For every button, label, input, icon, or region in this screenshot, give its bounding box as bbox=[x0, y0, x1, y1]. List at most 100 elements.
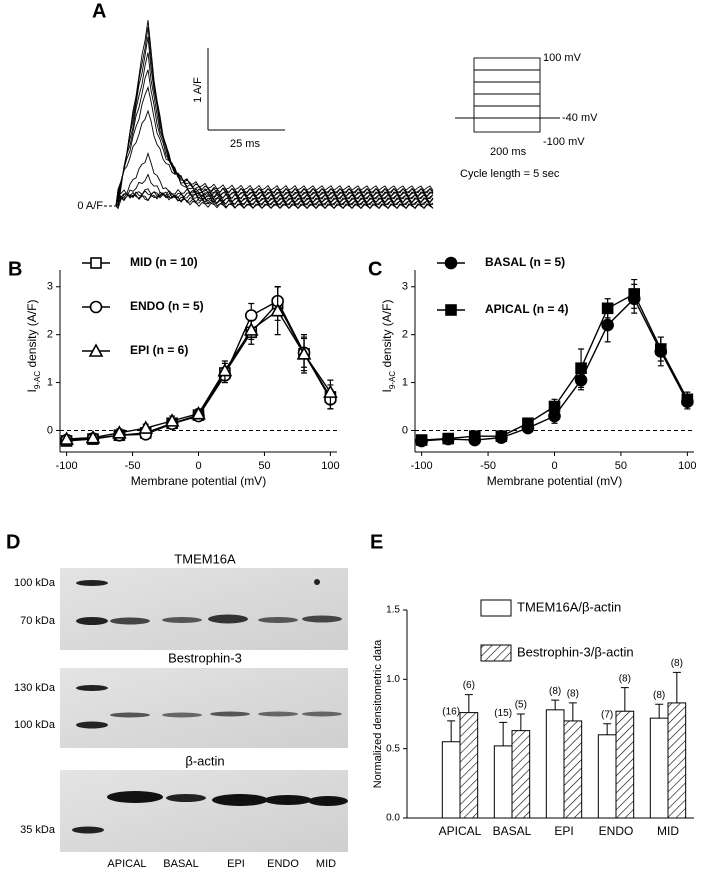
current-trace bbox=[115, 36, 434, 207]
x-tick-label: -100 bbox=[411, 460, 433, 472]
legend-swatch bbox=[480, 644, 512, 662]
n-label: (8) bbox=[549, 686, 561, 697]
lane-label: MID bbox=[316, 858, 336, 870]
y-tick-label: 3 bbox=[402, 281, 408, 293]
marker bbox=[217, 362, 233, 377]
y-axis-label: Normalized densitometric data bbox=[372, 639, 384, 788]
x-tick-label: EPI bbox=[554, 824, 573, 838]
y-axis-label-part: 9-AC bbox=[388, 371, 397, 389]
legend-label: Bestrophin-3/β-actin bbox=[517, 644, 634, 659]
current-trace bbox=[115, 152, 434, 210]
x-tick-label: -50 bbox=[125, 460, 141, 472]
error-bar bbox=[655, 703, 664, 719]
y-tick-label: 0.0 bbox=[386, 813, 400, 824]
current-traces bbox=[115, 20, 434, 210]
panel-label: E bbox=[370, 531, 383, 553]
y-tick-label: 0 bbox=[47, 424, 53, 436]
y-tick-label: 2 bbox=[47, 329, 53, 341]
x-tick-label: 0 bbox=[551, 460, 557, 472]
n-label: (8) bbox=[671, 658, 683, 669]
y-tick-label: 0.5 bbox=[386, 743, 400, 754]
legend-label: EPI (n = 6) bbox=[130, 343, 188, 357]
y-tick-label: 1.0 bbox=[386, 674, 400, 685]
error-bar bbox=[516, 713, 525, 731]
marker bbox=[601, 302, 614, 315]
marker bbox=[548, 400, 561, 413]
blot-title: Bestrophin-3 bbox=[168, 650, 242, 665]
bar bbox=[615, 710, 635, 819]
bar bbox=[511, 730, 531, 819]
x-tick-label: MID bbox=[657, 824, 679, 838]
y-axis-label-part: I bbox=[380, 389, 394, 392]
marker bbox=[445, 304, 457, 316]
y-axis-label-part: 9-AC bbox=[33, 371, 42, 389]
marker bbox=[654, 343, 667, 355]
marker bbox=[681, 393, 694, 406]
blot-title: TMEM16A bbox=[174, 551, 236, 566]
error-bar bbox=[499, 721, 508, 746]
marker bbox=[442, 432, 455, 445]
error-bar bbox=[672, 671, 681, 703]
legend-label: MID (n = 10) bbox=[130, 255, 198, 269]
n-label: (15) bbox=[494, 708, 512, 719]
y-axis-label-part: density (A/F) bbox=[380, 300, 394, 371]
y-tick-label: 1 bbox=[402, 376, 408, 388]
kda-label: 100 kDa bbox=[14, 577, 56, 589]
bar bbox=[459, 712, 479, 819]
legend-label: ENDO (n = 5) bbox=[130, 299, 204, 313]
kda-label: 70 kDa bbox=[20, 615, 56, 627]
voltage-protocol bbox=[455, 57, 560, 133]
marker bbox=[112, 425, 127, 439]
lane-label: APICAL bbox=[107, 858, 146, 870]
blot-title: β-actin bbox=[185, 753, 224, 768]
marker bbox=[323, 384, 338, 398]
marker bbox=[522, 417, 534, 430]
bar bbox=[649, 717, 669, 819]
scale-label: 25 ms bbox=[230, 138, 260, 150]
lane-label: BASAL bbox=[163, 858, 198, 870]
error-bar bbox=[551, 699, 560, 710]
marker bbox=[90, 257, 102, 269]
lane-label: ENDO bbox=[267, 858, 299, 870]
current-trace bbox=[115, 187, 434, 207]
protocol-label: Cycle length = 5 sec bbox=[460, 168, 560, 180]
y-axis-label-part: I bbox=[25, 389, 39, 392]
marker bbox=[575, 362, 587, 374]
n-label: (6) bbox=[463, 680, 475, 691]
current-trace bbox=[115, 85, 434, 207]
blot-bands bbox=[72, 579, 348, 834]
marker bbox=[59, 431, 74, 445]
panel-label: D bbox=[6, 531, 20, 553]
y-axis-label-part: density (A/F) bbox=[25, 300, 39, 371]
x-axis-label: Membrane potential (mV) bbox=[131, 474, 266, 488]
current-trace bbox=[115, 191, 434, 207]
current-trace bbox=[115, 188, 434, 207]
panel-label: B bbox=[8, 258, 22, 280]
blot-image bbox=[60, 568, 348, 650]
legend-label: BASAL (n = 5) bbox=[485, 255, 565, 269]
marker bbox=[89, 300, 103, 314]
marker bbox=[243, 322, 259, 336]
n-label: (16) bbox=[442, 707, 460, 718]
marker bbox=[164, 413, 180, 427]
marker bbox=[138, 420, 154, 434]
protocol-label: -100 mV bbox=[543, 136, 585, 148]
error-bar bbox=[464, 694, 473, 713]
marker bbox=[495, 430, 508, 442]
n-label: (5) bbox=[515, 700, 527, 711]
zero-label: 0 A/F bbox=[77, 200, 103, 212]
n-label: (7) bbox=[601, 709, 613, 720]
marker bbox=[628, 288, 641, 300]
x-tick-label: -100 bbox=[56, 460, 78, 472]
protocol-label: 100 mV bbox=[543, 52, 582, 64]
x-tick-label: 50 bbox=[258, 460, 270, 472]
y-axis-label: I9-AC density (A/F) bbox=[380, 300, 396, 393]
legend-label: TMEM16A/β-actin bbox=[517, 599, 621, 614]
protocol-label: 200 ms bbox=[490, 146, 527, 158]
current-trace bbox=[115, 26, 434, 207]
current-trace bbox=[115, 190, 434, 207]
current-trace bbox=[115, 109, 434, 207]
protocol-label: -40 mV bbox=[562, 112, 598, 124]
marker bbox=[88, 343, 104, 357]
bar bbox=[441, 741, 461, 819]
